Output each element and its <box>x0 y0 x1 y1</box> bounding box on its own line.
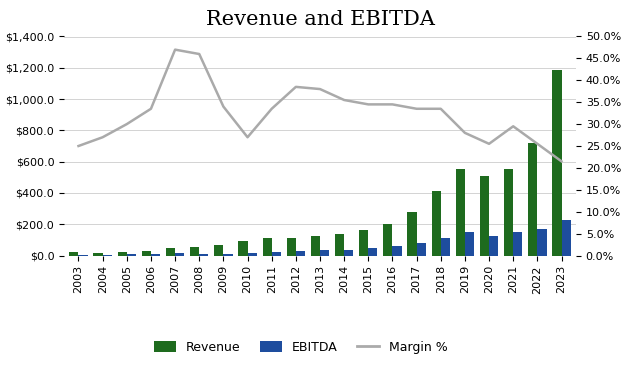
Bar <box>296 251 305 255</box>
Bar <box>456 169 465 255</box>
Margin % <box>244 135 252 139</box>
Margin % <box>123 122 131 126</box>
Title: Revenue and EBITDA: Revenue and EBITDA <box>205 10 435 30</box>
Bar <box>223 254 232 255</box>
Margin % <box>509 124 517 128</box>
Bar <box>142 251 151 256</box>
Bar <box>513 233 522 255</box>
Bar <box>151 254 160 256</box>
Margin % <box>316 87 324 91</box>
Margin % <box>340 98 348 102</box>
Bar <box>504 169 513 255</box>
Margin % <box>220 104 227 109</box>
Bar <box>214 245 223 255</box>
Margin % <box>364 102 372 107</box>
Margin % <box>485 142 493 146</box>
Bar <box>431 191 441 255</box>
Bar <box>489 237 498 256</box>
Bar <box>408 212 417 256</box>
Bar <box>320 250 329 255</box>
Bar <box>93 253 102 255</box>
Bar <box>238 241 248 256</box>
Margin % <box>292 85 300 89</box>
Bar <box>175 253 184 255</box>
Bar <box>199 254 209 256</box>
Legend: Revenue, EBITDA, Margin %: Revenue, EBITDA, Margin % <box>148 336 453 359</box>
Bar <box>190 247 199 255</box>
Margin % <box>75 144 83 148</box>
Bar <box>335 234 344 255</box>
Margin % <box>99 135 106 139</box>
Line: Margin %: Margin % <box>79 50 561 161</box>
Bar <box>262 238 272 255</box>
Bar <box>69 252 79 255</box>
Bar <box>359 230 368 256</box>
Bar <box>465 233 474 255</box>
Bar <box>417 243 426 256</box>
Bar <box>127 254 136 255</box>
Bar <box>248 253 257 256</box>
Bar <box>368 248 378 255</box>
Margin % <box>437 107 445 111</box>
Margin % <box>195 52 203 56</box>
Margin % <box>413 107 420 111</box>
Bar <box>528 143 538 256</box>
Bar <box>392 246 402 256</box>
Bar <box>383 224 392 255</box>
Margin % <box>147 107 155 111</box>
Margin % <box>557 159 565 164</box>
Margin % <box>534 142 541 146</box>
Bar <box>311 236 320 256</box>
Bar <box>538 229 547 255</box>
Bar <box>166 249 175 256</box>
Bar <box>552 70 561 256</box>
Bar <box>287 238 296 256</box>
Bar <box>441 238 450 256</box>
Margin % <box>268 107 276 111</box>
Bar <box>272 252 281 255</box>
Bar <box>118 251 127 256</box>
Margin % <box>172 47 179 52</box>
Margin % <box>461 131 468 135</box>
Bar <box>344 250 353 256</box>
Bar <box>561 219 571 255</box>
Margin % <box>388 102 396 107</box>
Bar <box>480 176 489 256</box>
